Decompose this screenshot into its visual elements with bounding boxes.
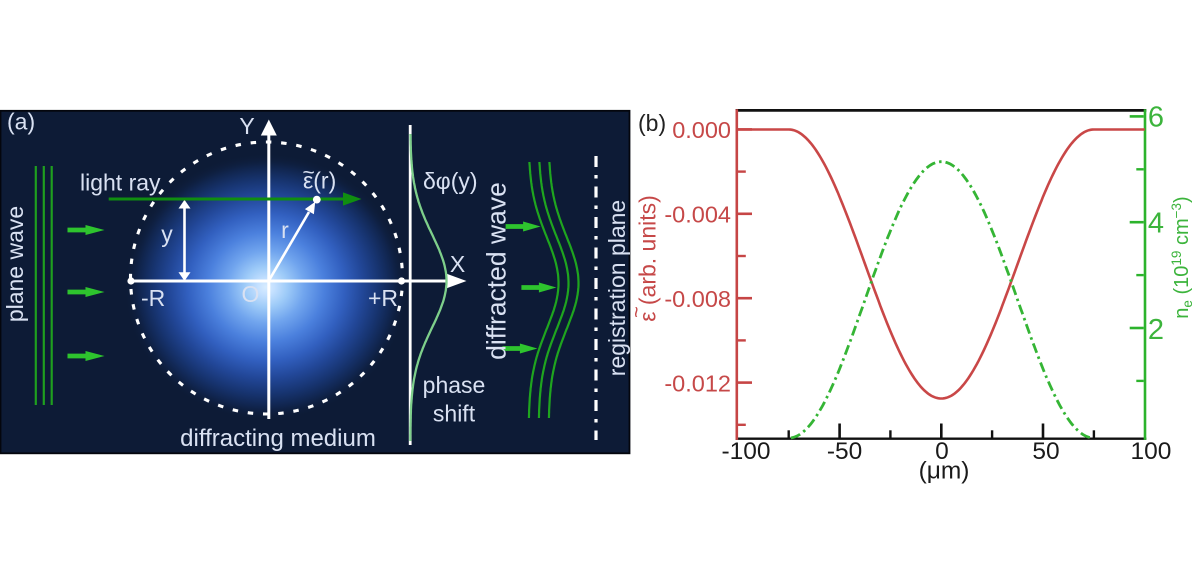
svg-text:phase: phase [423,372,486,398]
svg-text:(μm): (μm) [919,458,970,485]
svg-text:X: X [450,251,465,277]
svg-text:~: ~ [626,306,648,318]
svg-text:ε (arb. units): ε (arb. units) [635,195,661,322]
svg-text:-0.008: -0.008 [664,286,731,312]
svg-text:-R: -R [141,285,165,311]
svg-text:(b): (b) [638,110,666,136]
svg-text:ε(r): ε(r) [303,168,336,194]
svg-text:plane wave: plane wave [2,206,28,322]
svg-text:-0.012: -0.012 [664,370,731,396]
svg-text:registration plane: registration plane [604,200,630,376]
svg-text:6: 6 [1148,102,1164,134]
svg-text:(a): (a) [7,109,35,135]
svg-text:r: r [281,217,289,243]
svg-text:+R: +R [368,285,398,311]
svg-text:diffracted wave: diffracted wave [482,182,512,360]
svg-text:y: y [161,221,173,247]
svg-text:0.000: 0.000 [672,117,731,143]
svg-text:light ray: light ray [80,170,161,196]
svg-text:-100: -100 [721,438,770,465]
svg-text:-0.004: -0.004 [664,202,731,228]
svg-text:0: 0 [935,438,949,465]
svg-text:Y: Y [239,113,254,139]
svg-text:δφ(y): δφ(y) [423,168,478,194]
svg-text:50: 50 [1032,438,1059,465]
svg-text:~: ~ [303,162,315,185]
svg-text:4: 4 [1148,208,1164,240]
svg-text:2: 2 [1148,314,1164,346]
svg-text:shift: shift [433,401,476,427]
svg-text:100: 100 [1131,438,1172,465]
svg-text:O: O [242,281,260,307]
svg-text:diffracting medium: diffracting medium [180,425,376,452]
svg-text:-50: -50 [827,438,862,465]
